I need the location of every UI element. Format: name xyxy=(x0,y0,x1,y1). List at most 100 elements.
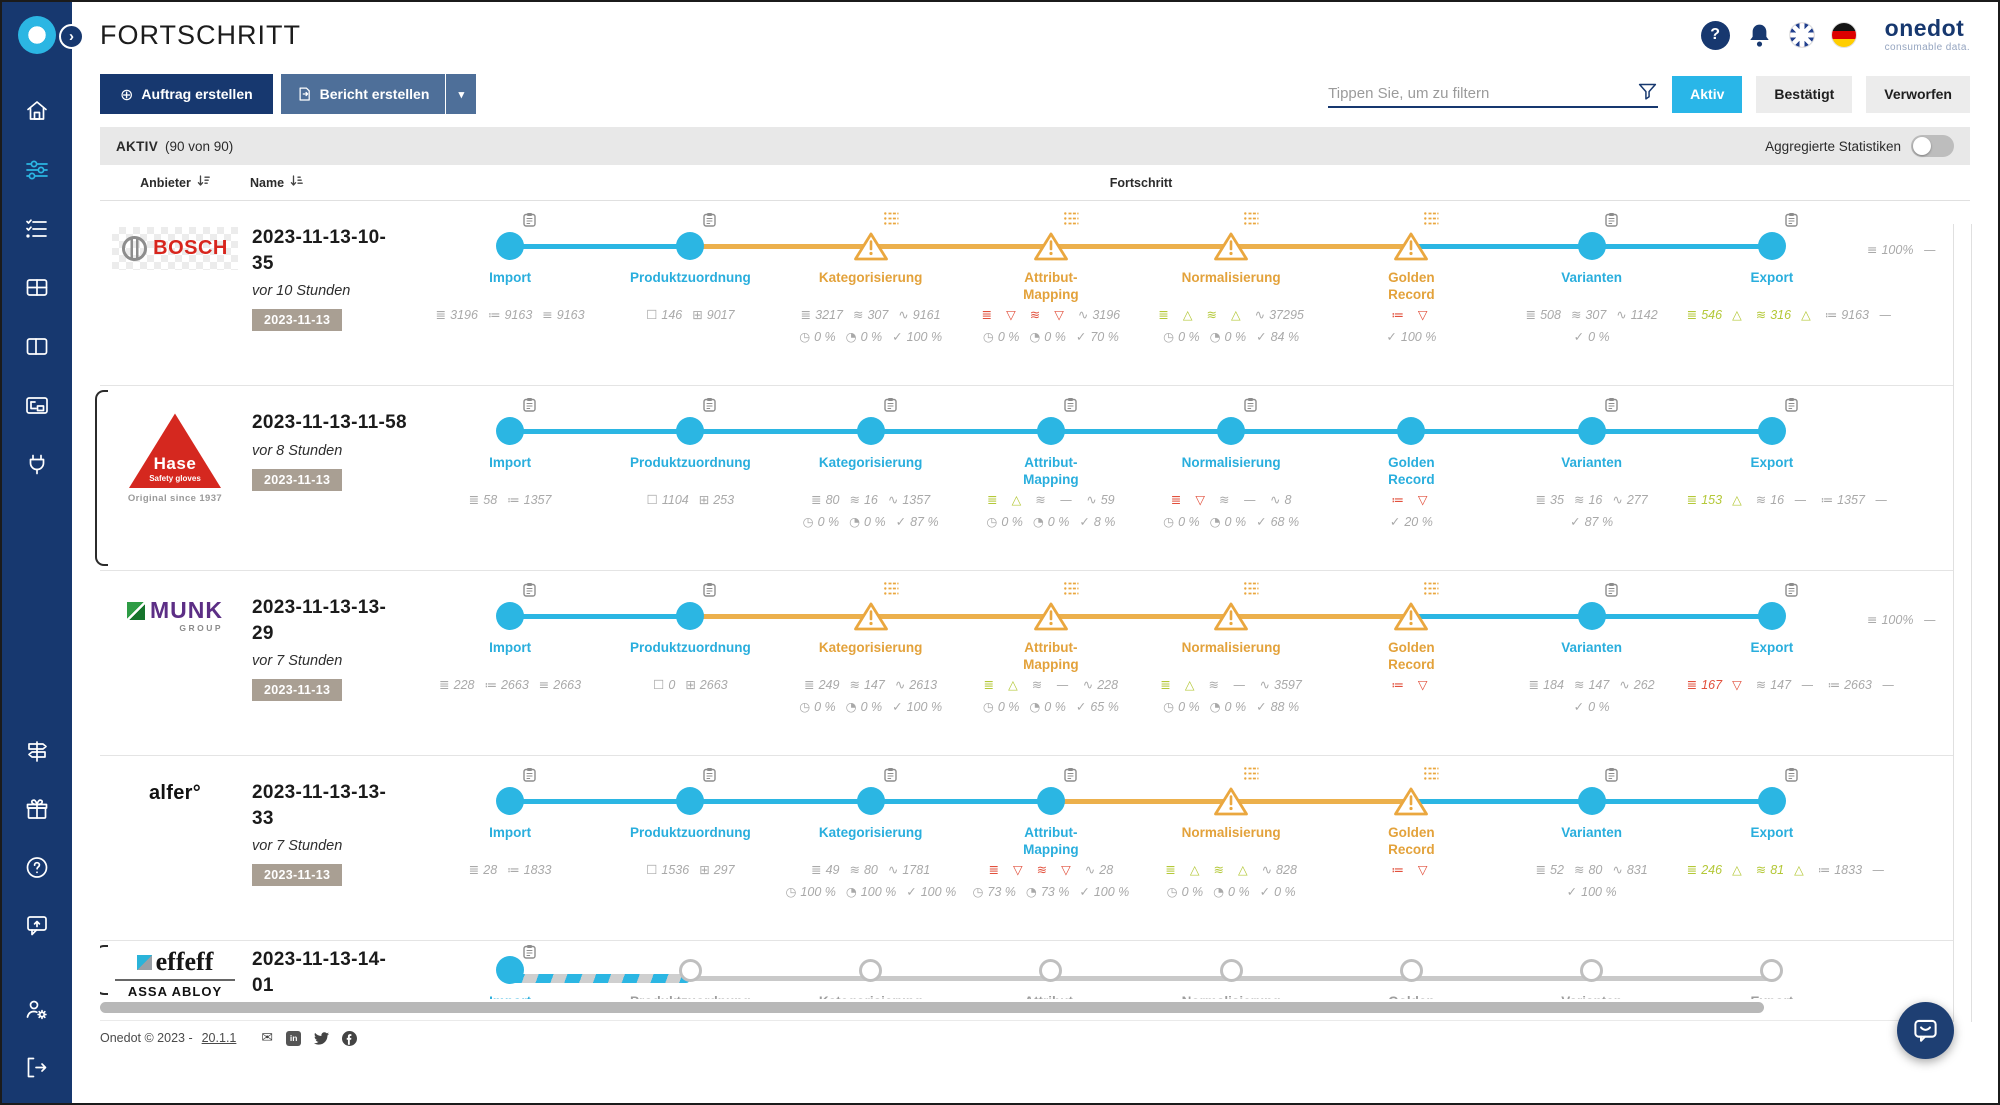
logout-icon[interactable] xyxy=(23,1053,51,1081)
stage-node-done[interactable] xyxy=(676,602,705,630)
sort-name-icon[interactable] xyxy=(290,175,303,190)
stage-node-done[interactable] xyxy=(1217,417,1246,445)
linkedin-icon[interactable]: in xyxy=(286,1030,302,1046)
clipboard-icon[interactable] xyxy=(523,767,536,787)
chat-launcher-button[interactable] xyxy=(1897,1002,1954,1059)
clipboard-icon[interactable] xyxy=(523,582,536,602)
clipboard-icon[interactable] xyxy=(523,212,536,232)
tab-bestaetigt[interactable]: Bestätigt xyxy=(1756,75,1853,113)
job-name[interactable]: 2023-11-13-11-58 xyxy=(252,412,407,433)
tasklist-icon[interactable] xyxy=(1063,582,1079,600)
notifications-bell-icon[interactable] xyxy=(1746,22,1773,49)
stage-node-done[interactable] xyxy=(1577,602,1606,630)
checklist-icon[interactable] xyxy=(23,214,51,242)
tasklist-icon[interactable] xyxy=(1244,582,1259,600)
stage-node-done[interactable] xyxy=(496,602,525,630)
stage-node-warning[interactable] xyxy=(1033,601,1069,632)
stage-node-pending[interactable] xyxy=(678,958,702,982)
tasklist-icon[interactable] xyxy=(883,582,899,600)
stage-node-done[interactable] xyxy=(496,956,525,984)
tasklist-icon[interactable] xyxy=(1424,212,1439,230)
stage-node-done[interactable] xyxy=(496,787,525,815)
stage-node-done[interactable] xyxy=(1757,602,1786,630)
feedback-icon[interactable] xyxy=(23,911,51,939)
clipboard-icon[interactable] xyxy=(1064,397,1077,417)
stage-node-warning[interactable] xyxy=(1213,231,1249,262)
progress-pipeline-icon[interactable] xyxy=(23,155,51,183)
stage-node-done[interactable] xyxy=(1757,787,1786,815)
stage-node-done[interactable] xyxy=(676,417,705,445)
stage-node-pending[interactable] xyxy=(1219,958,1243,982)
stage-node-done[interactable] xyxy=(1397,417,1426,445)
stage-node-done[interactable] xyxy=(1577,232,1606,260)
stage-node-done[interactable] xyxy=(1757,417,1786,445)
stage-node-done[interactable] xyxy=(856,787,885,815)
clipboard-icon[interactable] xyxy=(703,397,717,417)
stage-node-warning[interactable] xyxy=(1393,601,1429,632)
stage-node-done[interactable] xyxy=(1757,232,1786,260)
version-link[interactable]: 20.1.1 xyxy=(201,1031,237,1045)
clipboard-icon[interactable] xyxy=(523,397,536,417)
brand-logo[interactable]: onedot consumable data. xyxy=(1885,17,1970,54)
stage-node-warning[interactable] xyxy=(1393,786,1429,817)
clipboard-icon[interactable] xyxy=(1785,767,1798,787)
clipboard-icon[interactable] xyxy=(1604,212,1618,232)
stage-node-pending[interactable] xyxy=(1580,958,1604,982)
home-icon[interactable] xyxy=(23,96,51,124)
stage-node-pending[interactable] xyxy=(1760,958,1784,982)
clipboard-icon[interactable] xyxy=(1604,582,1618,602)
clipboard-icon[interactable] xyxy=(1785,212,1798,232)
supplier-row[interactable]: alfer° 2023-11-13-13-33 vor 7 Stunden 2023-… xyxy=(100,756,1970,941)
report-dropdown-caret[interactable]: ▾ xyxy=(446,74,477,114)
job-name[interactable]: 2023-11-13-14-01 xyxy=(252,949,387,996)
vertical-scrollbar[interactable] xyxy=(1953,224,1972,1022)
stage-node-warning[interactable] xyxy=(1393,231,1429,262)
connector-plug-icon[interactable] xyxy=(23,450,51,478)
stage-node-warning[interactable] xyxy=(1213,786,1249,817)
supplier-row[interactable]: BOSCH 2023-11-13-10-35 vor 10 Stunden 2023-… xyxy=(100,201,1970,386)
sort-vendor-icon[interactable] xyxy=(197,175,210,190)
job-name[interactable]: 2023-11-13-13-33 xyxy=(252,782,387,829)
sidebar-collapse-button[interactable]: › xyxy=(59,24,84,49)
stage-node-warning[interactable] xyxy=(1213,601,1249,632)
stage-node-done[interactable] xyxy=(1577,417,1606,445)
stage-node-done[interactable] xyxy=(1036,417,1065,445)
stage-node-warning[interactable] xyxy=(853,231,889,262)
job-name[interactable]: 2023-11-13-10-35 xyxy=(252,227,387,274)
hierarchy-icon[interactable] xyxy=(23,391,51,419)
tasklist-icon[interactable] xyxy=(1063,212,1079,230)
tasklist-icon[interactable] xyxy=(1244,767,1259,785)
stage-node-warning[interactable] xyxy=(1033,231,1069,262)
stage-node-done[interactable] xyxy=(676,232,705,260)
gift-icon[interactable] xyxy=(23,795,51,823)
clipboard-icon[interactable] xyxy=(703,767,717,787)
clipboard-icon[interactable] xyxy=(1244,397,1257,417)
language-german-flag-icon[interactable] xyxy=(1830,22,1857,48)
help-button[interactable]: ? xyxy=(1700,20,1730,50)
supplier-row[interactable]: MUNK GROUP 2023-11-13-13-29 vor 7 Stunden 20… xyxy=(100,571,1970,756)
tasklist-icon[interactable] xyxy=(1244,212,1259,230)
tab-verworfen[interactable]: Verworfen xyxy=(1866,75,1970,113)
clipboard-icon[interactable] xyxy=(883,397,897,417)
signpost-icon[interactable] xyxy=(23,737,51,765)
tasklist-icon[interactable] xyxy=(883,212,899,230)
user-settings-icon[interactable] xyxy=(23,995,51,1023)
columns-icon[interactable] xyxy=(23,332,51,360)
clipboard-icon[interactable] xyxy=(883,767,897,787)
stage-node-done[interactable] xyxy=(1577,787,1606,815)
help-icon[interactable] xyxy=(23,853,51,881)
stage-node-done[interactable] xyxy=(676,787,705,815)
clipboard-icon[interactable] xyxy=(523,944,536,964)
aggregate-toggle[interactable] xyxy=(1911,135,1954,157)
clipboard-icon[interactable] xyxy=(703,582,717,602)
grid-icon[interactable] xyxy=(23,273,51,301)
supplier-row[interactable]: Hase Safety gloves Original since 1937 2023… xyxy=(95,386,1970,571)
clipboard-icon[interactable] xyxy=(703,212,717,232)
clipboard-icon[interactable] xyxy=(1604,767,1618,787)
stage-node-pending[interactable] xyxy=(1399,958,1423,982)
stage-node-done[interactable] xyxy=(496,232,525,260)
clipboard-icon[interactable] xyxy=(1785,582,1798,602)
filter-funnel-icon[interactable] xyxy=(1637,81,1658,102)
clipboard-icon[interactable] xyxy=(1064,767,1077,787)
